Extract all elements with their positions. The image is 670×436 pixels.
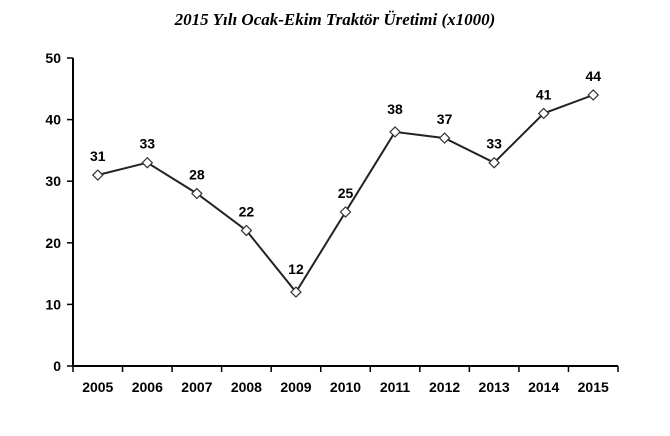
x-tick-label: 2014 xyxy=(528,379,559,395)
data-labels-group: 31 33 28 22 12 25 38 37 33 41 44 xyxy=(90,68,601,277)
data-point-marker xyxy=(488,156,500,169)
data-point-marker xyxy=(290,286,302,298)
x-tick-label: 2006 xyxy=(132,379,163,395)
x-tick-label: 2013 xyxy=(479,379,510,395)
y-tick-label: 0 xyxy=(53,358,61,374)
x-axis-ticks: 2005 2006 2007 2008 2009 2010 2011 2012 2013 2014… xyxy=(72,366,619,395)
x-tick-label: 2010 xyxy=(330,379,361,395)
x-tick-label: 2005 xyxy=(82,379,113,395)
data-label: 31 xyxy=(90,148,106,164)
data-point-marker xyxy=(587,89,600,101)
y-tick-label: 30 xyxy=(45,173,61,189)
data-label: 28 xyxy=(189,167,205,183)
y-tick-label: 10 xyxy=(45,296,61,312)
data-label: 22 xyxy=(239,203,255,219)
data-label: 41 xyxy=(536,86,552,102)
chart-title: 2015 Yılı Ocak-Ekim Traktör Üretimi (x10… xyxy=(174,10,496,29)
axes xyxy=(72,58,618,367)
data-label: 38 xyxy=(387,101,403,117)
data-point-marker xyxy=(339,206,352,218)
data-label: 25 xyxy=(338,185,354,201)
y-tick-label: 40 xyxy=(45,112,61,128)
data-point-marker xyxy=(141,156,154,169)
data-label: 33 xyxy=(486,136,502,152)
x-tick-label: 2008 xyxy=(231,379,262,395)
markers-group xyxy=(91,89,600,298)
x-tick-label: 2009 xyxy=(280,379,311,395)
x-tick-label: 2007 xyxy=(181,379,212,395)
data-label: 44 xyxy=(585,68,601,84)
x-tick-label: 2011 xyxy=(380,379,411,395)
data-point-marker xyxy=(91,169,104,181)
data-label: 37 xyxy=(437,111,453,127)
data-point-marker xyxy=(438,132,451,144)
data-label: 33 xyxy=(140,136,156,152)
y-tick-label: 20 xyxy=(45,235,61,251)
y-axis-ticks: 0 10 20 30 40 50 xyxy=(45,50,73,374)
data-point-marker xyxy=(537,107,550,120)
data-point-marker xyxy=(389,126,401,138)
y-tick-label: 50 xyxy=(45,50,61,66)
x-tick-label: 2012 xyxy=(429,379,460,395)
data-point-marker xyxy=(191,187,203,200)
data-label: 12 xyxy=(288,261,304,277)
x-tick-label: 2015 xyxy=(578,379,609,395)
data-point-marker xyxy=(240,224,253,237)
